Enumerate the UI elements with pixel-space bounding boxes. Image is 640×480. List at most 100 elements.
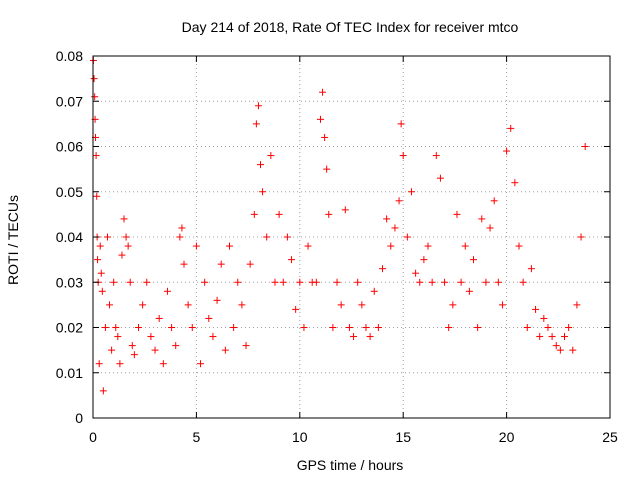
data-point (358, 301, 366, 309)
x-tick-label: 15 (395, 429, 411, 445)
data-point (507, 124, 515, 132)
data-point (163, 287, 171, 295)
data-point (288, 256, 296, 264)
data-point (205, 314, 213, 322)
data-point (98, 287, 106, 295)
data-point (180, 260, 188, 268)
data-point (319, 88, 327, 96)
data-point (407, 188, 415, 196)
data-point (548, 333, 556, 341)
data-point (312, 278, 320, 286)
data-point (192, 242, 200, 250)
data-point (103, 233, 111, 241)
data-point (238, 301, 246, 309)
data-points-layer (89, 57, 589, 395)
data-point (296, 278, 304, 286)
data-point (316, 115, 324, 123)
data-point (532, 305, 540, 313)
data-point (399, 152, 407, 160)
data-point (114, 333, 122, 341)
data-point (341, 206, 349, 214)
data-point (565, 324, 573, 331)
data-point (573, 301, 581, 309)
data-point (379, 265, 387, 273)
data-point (441, 278, 449, 286)
data-point (337, 301, 345, 309)
data-point (101, 324, 109, 331)
data-point (267, 152, 275, 160)
y-tick-label: 0.01 (56, 365, 83, 381)
y-axis-title: ROTI / TECUs (5, 195, 21, 285)
data-point (116, 360, 124, 368)
x-axis-title: GPS time / hours (297, 457, 404, 473)
data-point (254, 102, 262, 110)
data-point (201, 278, 209, 286)
data-point (93, 192, 101, 200)
data-point (188, 324, 196, 331)
data-point (95, 360, 103, 368)
data-point (403, 233, 411, 241)
data-point (259, 188, 267, 196)
data-point (424, 242, 432, 250)
data-point (97, 269, 105, 277)
data-point (263, 233, 271, 241)
data-point (155, 314, 163, 322)
data-point (577, 233, 585, 241)
data-point (519, 278, 527, 286)
data-point (350, 333, 358, 341)
data-point (461, 242, 469, 250)
data-point (325, 210, 333, 218)
data-point (523, 324, 531, 331)
data-point (197, 360, 205, 368)
data-point (345, 324, 353, 331)
y-tick-label: 0 (75, 410, 83, 426)
data-point (213, 296, 221, 304)
data-point (457, 278, 465, 286)
data-point (178, 224, 186, 232)
data-point (118, 251, 126, 259)
data-point (354, 278, 362, 286)
data-point (569, 346, 577, 354)
data-point (556, 346, 564, 354)
data-point (428, 278, 436, 286)
data-point (321, 133, 329, 141)
data-point (147, 333, 155, 341)
data-point (96, 242, 104, 250)
data-point (168, 324, 176, 331)
data-point (536, 333, 544, 341)
data-point (250, 210, 258, 218)
data-point (432, 152, 440, 160)
data-point (242, 342, 250, 350)
data-point (230, 324, 238, 331)
data-point (397, 120, 405, 128)
data-point (184, 301, 192, 309)
data-point (126, 278, 134, 286)
data-point (279, 278, 287, 286)
data-point (209, 333, 217, 341)
data-point (275, 210, 283, 218)
data-point (225, 242, 233, 250)
data-point (99, 387, 107, 395)
data-point (139, 301, 147, 309)
y-tick-label: 0.05 (56, 184, 83, 200)
data-point (234, 278, 242, 286)
x-tick-label: 10 (292, 429, 308, 445)
y-tick-label: 0.04 (56, 229, 83, 245)
data-point (561, 333, 569, 341)
x-tick-label: 25 (602, 429, 618, 445)
data-point (108, 346, 116, 354)
x-tick-label: 5 (193, 429, 201, 445)
data-point (112, 324, 120, 331)
data-point (172, 342, 180, 350)
data-point (94, 256, 102, 264)
data-point (221, 346, 229, 354)
data-point (540, 314, 548, 322)
data-point (143, 278, 151, 286)
data-point (130, 351, 138, 359)
data-point (490, 197, 498, 205)
data-point (110, 278, 118, 286)
data-point (134, 324, 142, 331)
data-point (482, 278, 490, 286)
